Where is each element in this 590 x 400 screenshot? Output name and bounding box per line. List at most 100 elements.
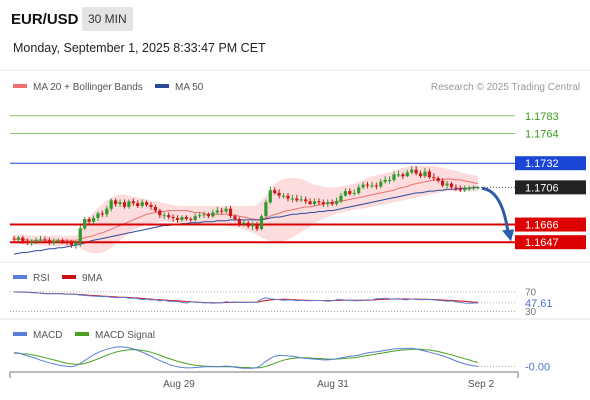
candle-up — [105, 208, 109, 215]
candle-up — [326, 202, 330, 205]
support-level-tag — [515, 217, 586, 232]
candle-up — [38, 239, 43, 241]
candle-up — [30, 242, 34, 244]
candle-up — [476, 187, 480, 189]
candle-down — [414, 169, 418, 174]
candle-up — [467, 188, 471, 190]
rsi-level-label: 30 — [525, 307, 537, 318]
candle-up — [392, 174, 396, 180]
candle-up — [361, 184, 365, 188]
candle-up — [56, 240, 60, 242]
candle-up — [335, 201, 339, 205]
candle-up — [118, 202, 122, 205]
candle-down — [220, 210, 224, 212]
ma20-legend-swatch — [13, 84, 27, 88]
forecast-arrow — [481, 186, 510, 233]
candle-up — [290, 198, 294, 200]
resistance-level-label: 1.1732 — [525, 158, 559, 170]
candle-up — [264, 202, 268, 217]
candle-up — [396, 174, 401, 176]
candle-up — [379, 181, 383, 187]
candle-down — [432, 177, 436, 179]
candle-up — [211, 212, 215, 217]
target-level-label: 1.1783 — [525, 111, 559, 123]
candle-down — [233, 216, 237, 219]
candle-down — [167, 215, 171, 218]
candle-down — [171, 217, 175, 219]
candle-down — [149, 205, 153, 207]
candle-up — [52, 241, 56, 244]
candle-down — [321, 202, 325, 205]
candle-down — [47, 240, 51, 244]
rsi-value-label: 47.61 — [525, 298, 553, 310]
candle-up — [423, 171, 427, 177]
ma50-legend-label: MA 50 — [175, 82, 204, 93]
candle-down — [286, 195, 290, 199]
candle-down — [136, 203, 140, 206]
candle-down — [158, 210, 162, 216]
candle-down — [449, 183, 454, 188]
candle-down — [65, 242, 69, 244]
forecast-arrowhead — [502, 229, 514, 242]
symbol-label: EUR/USD — [11, 11, 79, 28]
candle-down — [131, 201, 135, 204]
candle-up — [259, 216, 264, 230]
timeframe-badge[interactable]: 30 MIN — [82, 7, 133, 31]
candle-up — [339, 195, 343, 202]
candle-down — [304, 199, 308, 202]
candle-down — [454, 187, 458, 189]
candle-down — [206, 214, 210, 217]
candle-down — [114, 200, 118, 205]
candle-down — [122, 202, 127, 207]
candle-up — [198, 215, 202, 217]
macd-legend-label: MACD — [33, 330, 62, 341]
candle-down — [87, 219, 91, 222]
candle-down — [419, 173, 423, 177]
candle-up — [83, 219, 87, 229]
ma20-legend-label: MA 20 + Bollinger Bands — [33, 82, 143, 93]
candle-up — [74, 242, 78, 245]
candle-down — [436, 178, 440, 181]
candle-down — [277, 192, 281, 196]
candle-up — [312, 201, 317, 205]
candle-down — [348, 191, 352, 194]
candle-up — [180, 217, 184, 220]
candle-up — [357, 187, 361, 193]
candle-down — [189, 219, 193, 220]
copyright-label: Research © 2025 Trading Central — [431, 82, 580, 93]
candle-up — [405, 172, 409, 177]
candle-up — [127, 201, 131, 207]
candle-down — [153, 206, 157, 211]
candle-down — [308, 201, 312, 205]
candle-up — [96, 213, 100, 218]
macd-signal-line — [14, 348, 479, 369]
candle-down — [184, 217, 188, 219]
support-level-label: 1.1666 — [525, 220, 559, 232]
x-tick-label: Sep 2 — [468, 379, 495, 390]
candle-down — [441, 180, 445, 186]
candle-up — [472, 187, 476, 189]
x-tick-label: Aug 31 — [317, 379, 349, 390]
candle-up — [383, 179, 387, 182]
ma50-legend-swatch — [155, 84, 169, 88]
rsi-legend-label: RSI — [33, 273, 50, 284]
macd-line — [13, 346, 479, 369]
candle-down — [365, 184, 370, 186]
candle-down — [246, 222, 250, 227]
candle-up — [370, 185, 374, 187]
candle-up — [78, 228, 82, 243]
rsi-ma-line — [13, 291, 479, 304]
candle-up — [140, 202, 144, 206]
candle-down — [43, 239, 47, 241]
candle-up — [202, 214, 206, 216]
macd-legend-swatch — [13, 332, 27, 336]
candle-down — [374, 185, 378, 187]
candle-down — [458, 188, 462, 191]
candle-up — [410, 169, 414, 173]
ma50-line — [13, 186, 478, 255]
candle-down — [21, 237, 25, 242]
candle-down — [61, 240, 65, 243]
candle-up — [343, 191, 347, 196]
